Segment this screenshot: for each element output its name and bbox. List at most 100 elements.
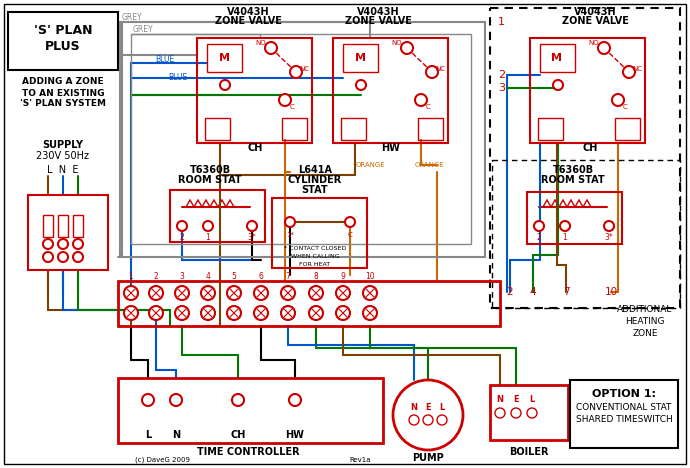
Circle shape bbox=[149, 286, 163, 300]
Text: 7: 7 bbox=[562, 287, 569, 297]
Circle shape bbox=[495, 408, 505, 418]
Circle shape bbox=[201, 286, 215, 300]
Text: 10: 10 bbox=[365, 272, 375, 281]
Circle shape bbox=[73, 239, 83, 249]
Circle shape bbox=[281, 286, 295, 300]
Bar bbox=[538, 118, 563, 140]
Circle shape bbox=[290, 66, 302, 78]
Circle shape bbox=[227, 286, 241, 300]
Text: ADDITIONAL: ADDITIONAL bbox=[618, 306, 673, 314]
Text: FOR HEAT: FOR HEAT bbox=[299, 262, 331, 266]
Text: CH: CH bbox=[230, 430, 246, 440]
Text: NO: NO bbox=[256, 40, 266, 46]
Text: OPTION 1:: OPTION 1: bbox=[592, 389, 656, 399]
Text: 2: 2 bbox=[498, 70, 505, 80]
Bar bbox=[418, 118, 443, 140]
Bar bbox=[58, 215, 68, 237]
Bar bbox=[118, 378, 383, 443]
Text: M: M bbox=[219, 53, 230, 63]
Text: PUMP: PUMP bbox=[412, 453, 444, 463]
Bar bbox=[170, 190, 265, 242]
Text: TIME CONTROLLER: TIME CONTROLLER bbox=[197, 447, 299, 457]
Circle shape bbox=[289, 394, 301, 406]
Text: C: C bbox=[426, 104, 431, 110]
Text: T6360B: T6360B bbox=[553, 165, 593, 175]
Circle shape bbox=[175, 306, 189, 320]
Text: SUPPLY: SUPPLY bbox=[43, 140, 83, 150]
Text: 3: 3 bbox=[179, 272, 184, 281]
Text: 1: 1 bbox=[128, 272, 133, 281]
Circle shape bbox=[43, 239, 53, 249]
Text: 1: 1 bbox=[206, 234, 210, 242]
Text: L: L bbox=[440, 402, 444, 411]
Text: STAT: STAT bbox=[302, 185, 328, 195]
Bar bbox=[490, 385, 568, 440]
Circle shape bbox=[201, 306, 215, 320]
Bar bbox=[492, 160, 680, 308]
Text: 2: 2 bbox=[537, 234, 542, 242]
Text: L: L bbox=[145, 430, 151, 440]
Text: T6360B: T6360B bbox=[190, 165, 230, 175]
Text: ZONE VALVE: ZONE VALVE bbox=[215, 16, 282, 26]
Text: PLUS: PLUS bbox=[45, 39, 81, 52]
Text: C: C bbox=[348, 232, 353, 238]
Bar bbox=[73, 215, 83, 237]
Text: WHEN CALLING: WHEN CALLING bbox=[290, 254, 339, 258]
Text: M: M bbox=[355, 53, 366, 63]
Circle shape bbox=[604, 221, 614, 231]
Text: 8: 8 bbox=[314, 272, 318, 281]
Circle shape bbox=[393, 380, 463, 450]
Text: ORANGE: ORANGE bbox=[415, 162, 444, 168]
Circle shape bbox=[149, 306, 163, 320]
Text: E: E bbox=[425, 402, 431, 411]
Text: HW: HW bbox=[286, 430, 304, 440]
Bar bbox=[527, 192, 622, 244]
Bar bbox=[570, 380, 678, 448]
Circle shape bbox=[415, 94, 427, 106]
Circle shape bbox=[279, 94, 291, 106]
Text: NC: NC bbox=[632, 66, 642, 72]
Circle shape bbox=[281, 306, 295, 320]
Circle shape bbox=[511, 408, 521, 418]
Bar bbox=[540, 44, 575, 72]
Text: M: M bbox=[551, 53, 562, 63]
Text: BLUE: BLUE bbox=[155, 56, 175, 65]
Text: CH: CH bbox=[582, 143, 598, 153]
Bar bbox=[43, 215, 53, 237]
Text: L641A: L641A bbox=[298, 165, 332, 175]
Circle shape bbox=[254, 306, 268, 320]
Text: BLUE: BLUE bbox=[168, 73, 187, 82]
Text: 10: 10 bbox=[604, 287, 618, 297]
Circle shape bbox=[553, 80, 563, 90]
Text: 9: 9 bbox=[341, 272, 346, 281]
Text: NC: NC bbox=[299, 66, 309, 72]
Circle shape bbox=[265, 42, 277, 54]
Circle shape bbox=[345, 217, 355, 227]
Text: 2: 2 bbox=[154, 272, 159, 281]
Text: * CONTACT CLOSED: * CONTACT CLOSED bbox=[284, 246, 346, 250]
Circle shape bbox=[220, 80, 230, 90]
Text: ZONE VALVE: ZONE VALVE bbox=[344, 16, 411, 26]
Bar bbox=[272, 198, 367, 268]
Text: NO: NO bbox=[589, 40, 600, 46]
Text: 'S' PLAN: 'S' PLAN bbox=[34, 23, 92, 37]
Text: 'S' PLAN SYSTEM: 'S' PLAN SYSTEM bbox=[20, 100, 106, 109]
Text: V4043H: V4043H bbox=[227, 7, 269, 17]
Bar bbox=[28, 195, 108, 270]
Text: 3*: 3* bbox=[248, 234, 257, 242]
Text: 5: 5 bbox=[232, 272, 237, 281]
Text: N: N bbox=[497, 395, 504, 404]
Bar bbox=[207, 44, 242, 72]
Text: 1: 1 bbox=[562, 234, 567, 242]
Text: 3*: 3* bbox=[604, 234, 613, 242]
Circle shape bbox=[142, 394, 154, 406]
Text: V4043H: V4043H bbox=[573, 7, 616, 17]
Circle shape bbox=[534, 221, 544, 231]
Circle shape bbox=[124, 286, 138, 300]
Circle shape bbox=[254, 286, 268, 300]
Bar bbox=[205, 118, 230, 140]
Circle shape bbox=[247, 221, 257, 231]
Circle shape bbox=[309, 306, 323, 320]
Text: ZONE VALVE: ZONE VALVE bbox=[562, 16, 629, 26]
Circle shape bbox=[73, 252, 83, 262]
